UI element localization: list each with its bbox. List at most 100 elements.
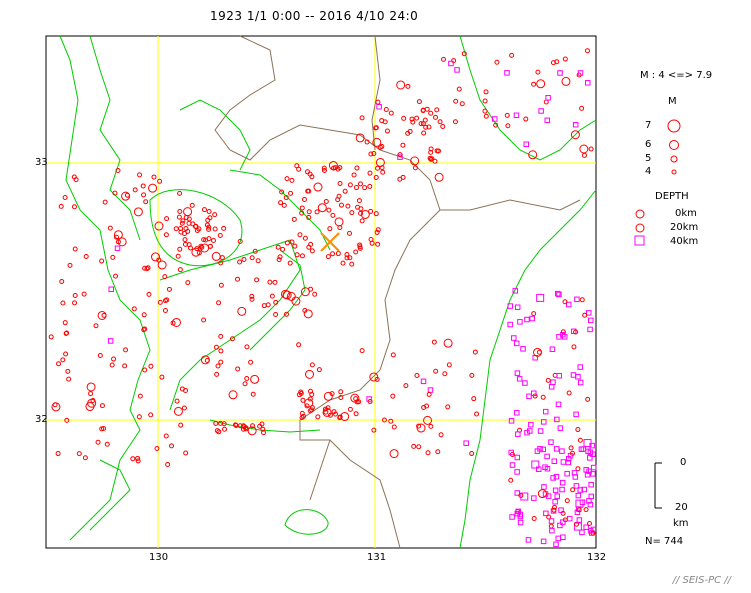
shallow-quake-marker — [332, 165, 338, 171]
shallow-quake-marker — [170, 320, 176, 326]
deep-quake-marker — [566, 515, 573, 522]
shallow-quake-marker — [237, 306, 247, 316]
shallow-quake-marker — [579, 105, 585, 111]
shallow-quake-marker — [104, 441, 110, 447]
scale-bottom-label: 20 — [675, 502, 688, 513]
deep-quake-marker — [524, 429, 530, 436]
shallow-quake-marker — [323, 391, 333, 401]
shallow-quake-marker — [110, 254, 116, 260]
shallow-quake-marker — [135, 455, 141, 461]
shallow-quake-marker — [179, 386, 185, 392]
shallow-quake-marker — [421, 404, 427, 410]
deep-quake-marker — [420, 378, 427, 385]
shallow-quake-marker — [359, 115, 365, 121]
shallow-quake-marker — [306, 209, 312, 215]
mag-header: M — [668, 96, 677, 107]
shallow-quake-marker — [72, 246, 78, 252]
deep-quake-marker — [574, 296, 580, 303]
shallow-quake-marker — [189, 202, 195, 208]
shallow-quake-marker — [504, 112, 510, 118]
shallow-quake-marker — [60, 300, 66, 306]
deep-quake-marker — [534, 448, 541, 454]
shallow-quake-marker — [273, 311, 279, 317]
deep-quake-marker — [553, 473, 560, 480]
mag-6-label: 6 — [645, 139, 652, 150]
shallow-quake-marker — [162, 307, 168, 313]
deep-quake-marker — [559, 448, 565, 454]
deep-quake-marker — [564, 470, 570, 477]
depth-0km-symbol — [635, 209, 645, 219]
shallow-quake-marker — [173, 406, 183, 416]
deep-quake-marker — [573, 411, 579, 418]
shallow-quake-marker — [323, 409, 329, 415]
shallow-quake-marker — [338, 202, 344, 208]
shallow-quake-marker — [206, 224, 212, 230]
shallow-quake-marker — [183, 226, 189, 232]
coastlines — [59, 35, 597, 549]
shallow-quake-marker — [446, 362, 452, 368]
shallow-quake-marker — [540, 394, 546, 400]
shallow-quake-marker — [214, 371, 220, 377]
shallow-quake-marker — [146, 291, 152, 297]
shallow-quake-marker — [359, 348, 365, 354]
shallow-quake-marker — [249, 255, 255, 261]
shallow-quake-marker — [162, 298, 168, 304]
grid-lines — [46, 36, 596, 548]
shallow-quake-marker — [267, 279, 273, 285]
deep-quake-marker — [545, 95, 551, 101]
deep-quake-marker — [520, 492, 529, 501]
deep-quake-marker — [589, 442, 595, 449]
shallow-quake-marker — [400, 142, 406, 148]
deep-quake-marker — [509, 462, 516, 468]
shallow-quake-marker — [81, 291, 87, 297]
shallow-quake-marker — [166, 286, 172, 292]
shallow-quake-marker — [445, 404, 451, 410]
shallow-quake-marker — [237, 259, 243, 265]
shallow-quake-marker — [338, 389, 344, 395]
shallow-quake-marker — [218, 333, 224, 339]
shallow-quake-marker — [441, 56, 447, 62]
shallow-quake-marker — [99, 426, 105, 432]
shallow-quake-marker — [314, 209, 320, 215]
shallow-quake-marker — [317, 203, 327, 213]
shallow-quake-marker — [163, 232, 169, 238]
shallow-quake-marker — [469, 451, 475, 457]
deep-quake-marker — [585, 80, 591, 86]
deep-quake-marker — [512, 288, 519, 294]
shallow-quake-marker — [296, 392, 302, 398]
shallow-quake-marker — [421, 130, 427, 136]
shallow-quake-marker — [67, 262, 73, 268]
deep-quake-marker — [570, 372, 577, 378]
shallow-quake-marker — [137, 393, 143, 399]
shallow-quake-marker — [62, 195, 68, 201]
shallow-quake-marker — [76, 451, 82, 457]
shallow-quake-marker — [87, 398, 97, 408]
deep-quake-marker — [525, 537, 532, 543]
shallow-quake-marker — [401, 115, 407, 121]
depth-40km-symbol — [634, 235, 645, 246]
shallow-quake-marker — [292, 243, 298, 249]
shallow-quake-marker — [249, 293, 255, 299]
shallow-quake-marker — [587, 520, 593, 526]
shallow-quake-marker — [405, 83, 411, 89]
shallow-quake-marker — [250, 423, 256, 429]
deep-quake-marker — [108, 286, 114, 293]
shallow-quake-marker — [177, 267, 183, 273]
shallow-quake-marker — [88, 391, 94, 397]
shallow-quake-marker — [423, 415, 433, 425]
shallow-quake-marker — [221, 225, 227, 231]
shallow-quake-marker — [207, 215, 213, 221]
shallow-quake-marker — [302, 235, 308, 241]
deep-quake-marker — [528, 421, 534, 428]
shallow-quake-marker — [416, 423, 422, 429]
shallow-quake-marker — [112, 190, 118, 196]
shallow-quake-marker — [222, 426, 228, 432]
deep-quake-marker — [463, 440, 469, 446]
shallow-quake-marker — [142, 367, 148, 373]
shallow-quake-marker — [287, 260, 293, 266]
shallow-quake-marker — [145, 265, 151, 271]
deep-quake-marker — [553, 446, 560, 452]
shallow-quake-marker — [356, 198, 362, 204]
scale-top-label: 0 — [680, 457, 687, 468]
shallow-quake-marker — [577, 437, 583, 443]
